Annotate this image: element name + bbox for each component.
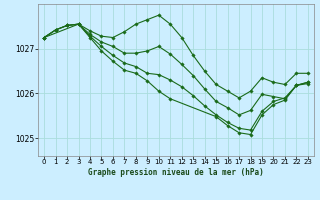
X-axis label: Graphe pression niveau de la mer (hPa): Graphe pression niveau de la mer (hPa) (88, 168, 264, 177)
